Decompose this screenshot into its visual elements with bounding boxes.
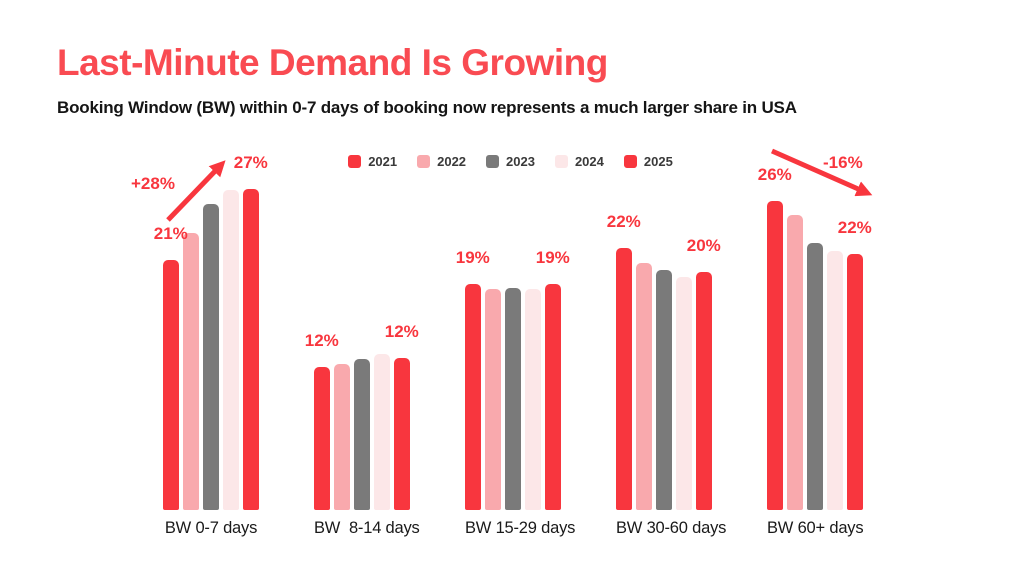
legend-swatch-2025	[623, 155, 637, 168]
bar-2022-bw-8-14-days	[334, 363, 350, 510]
bar-2021-bw-0-7-days	[163, 260, 179, 510]
bar-2023-bw-15-29-days	[505, 287, 521, 510]
chart-legend: 2021 2022 2023 2024 2025	[163, 154, 858, 169]
value-label-bw-8-14-days-2021: 12%	[304, 331, 339, 351]
bar-2024-bw-60-days	[827, 250, 843, 510]
legend-label-2024: 2024	[574, 154, 604, 169]
bar-group-bw-30-60-days: 22% 20% BW 30-60 days	[607, 150, 727, 538]
value-label-bw-0-7-days-2021: 21%	[153, 224, 188, 244]
bar-group-bw-8-14-days: 12% 12% BW 8-14 days	[305, 150, 420, 538]
legend-item-2023: 2023	[486, 154, 535, 169]
category-label-bw-15-29-days: BW 15-29 days	[465, 519, 576, 537]
bar-2021-bw-60-days	[767, 200, 783, 510]
bar-2021-bw-30-60-days	[616, 248, 632, 510]
legend-item-2024: 2024	[554, 154, 604, 169]
bar-group-bw-60-days: 26% 22% -16% BW 60+ days	[758, 148, 873, 538]
value-label-bw-15-29-days-2021: 19%	[455, 247, 490, 267]
value-label-bw-8-14-days-2025: 12%	[384, 321, 419, 341]
legend-swatch-2024	[554, 155, 568, 168]
value-label-bw-60-days-2025: 22%	[837, 218, 872, 238]
bar-2022-bw-60-days	[787, 214, 803, 510]
bar-2024-bw-15-29-days	[525, 288, 541, 510]
bar-2022-bw-0-7-days	[183, 232, 199, 510]
bar-2024-bw-0-7-days	[223, 189, 239, 510]
bar-2025-bw-0-7-days	[243, 188, 259, 510]
legend-item-2025: 2025	[623, 154, 673, 169]
bar-2024-bw-30-60-days	[676, 276, 692, 510]
bar-2025-bw-30-60-days	[696, 272, 712, 510]
bar-chart: 21% 27% +28% BW 0-7 days 12% 12% BW 8-14 days 1…	[131, 148, 873, 538]
category-label-bw-30-60-days: BW 30-60 days	[616, 519, 727, 537]
trend-label-bw-0-7-days: +28%	[131, 174, 175, 193]
legend-swatch-2023	[486, 155, 500, 168]
bar-2025-bw-15-29-days	[545, 283, 561, 510]
bar-2021-bw-15-29-days	[465, 283, 481, 510]
value-label-bw-0-7-days-2025: 27%	[233, 152, 268, 172]
bar-group-bw-0-7-days: 21% 27% +28% BW 0-7 days	[131, 150, 268, 538]
up-arrow-icon	[166, 160, 226, 222]
legend-label-2022: 2022	[437, 154, 467, 169]
category-label-bw-60-days: BW 60+ days	[767, 519, 864, 537]
legend-label-2021: 2021	[368, 154, 398, 169]
bars-bw-60-days: 26% 22% -16%	[758, 148, 873, 510]
bars-bw-0-7-days: 21% 27% +28%	[131, 150, 268, 510]
bar-2022-bw-15-29-days	[485, 288, 501, 510]
value-label-bw-15-29-days-2025: 19%	[535, 247, 570, 267]
bar-2025-bw-8-14-days	[394, 357, 410, 510]
bar-2021-bw-8-14-days	[314, 367, 330, 510]
value-label-bw-30-60-days-2025: 20%	[686, 236, 721, 255]
bar-2023-bw-0-7-days	[203, 204, 219, 510]
bar-2022-bw-30-60-days	[636, 262, 652, 510]
bar-group-bw-15-29-days: 19% 19% BW 15-29 days	[456, 150, 576, 538]
value-label-bw-60-days-2021: 26%	[757, 164, 792, 184]
legend-label-2023: 2023	[506, 154, 535, 169]
page-subtitle: Booking Window (BW) within 0-7 days of b…	[57, 98, 797, 117]
down-arrow-icon	[770, 148, 873, 197]
legend-swatch-2022	[417, 155, 431, 168]
bar-2025-bw-60-days	[847, 254, 863, 510]
bar-2023-bw-8-14-days	[354, 358, 370, 510]
bar-2023-bw-60-days	[807, 243, 823, 510]
bars-bw-30-60-days: 22% 20%	[607, 150, 721, 510]
legend-swatch-2021	[348, 155, 362, 168]
category-label-bw-0-7-days: BW 0-7 days	[164, 519, 258, 537]
category-label-bw-8-14-days: BW 8-14 days	[314, 519, 420, 537]
bars-bw-8-14-days: 12% 12%	[305, 150, 419, 510]
page-title: Last-Minute Demand Is Growing	[57, 42, 608, 83]
value-label-bw-30-60-days-2021: 22%	[606, 212, 641, 232]
bar-2024-bw-8-14-days	[374, 354, 390, 510]
bar-2023-bw-30-60-days	[656, 269, 672, 510]
bars-bw-15-29-days: 19% 19%	[456, 150, 570, 510]
trend-label-bw-60-days: -16%	[823, 153, 863, 172]
legend-item-2022: 2022	[417, 154, 466, 169]
legend-label-2025: 2025	[643, 154, 673, 169]
legend-item-2021: 2021	[348, 154, 397, 169]
